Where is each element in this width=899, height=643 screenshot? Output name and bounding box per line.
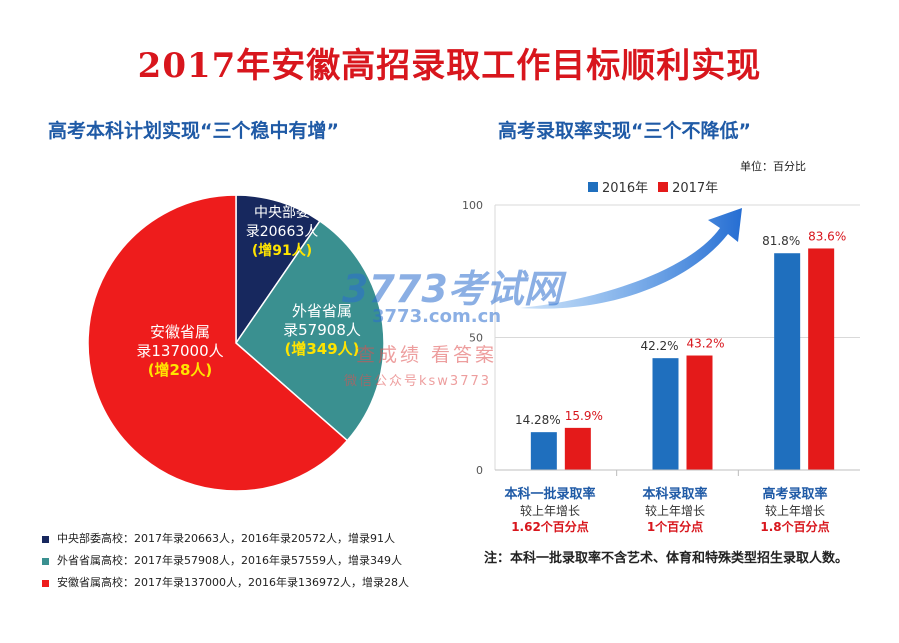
bar-value-label: 43.2% [686, 337, 724, 351]
pie-legend-item: 中央部委高校：2017年录20663人，2016年录20572人，增录91人 [42, 528, 409, 550]
pie-legend-item: 外省省属高校：2017年录57908人，2016年录57559人，增录349人 [42, 550, 409, 572]
legend-swatch-other [42, 557, 49, 565]
bar-chart: 0 50 100 14.28% 15.9% 42.2% 43.2% 81.8% 83.6% [462, 199, 860, 477]
legend-swatch-2016 [588, 181, 598, 192]
pie-slice-anhui [87, 194, 349, 492]
y-tick-label: 0 [476, 464, 483, 477]
pie-legend-item: 安徽省属高校：2017年录137000人，2016年录136972人，增录28人 [42, 572, 409, 594]
pie-label-anhui-line2: 录137000人 [136, 342, 224, 360]
pie-chart [87, 194, 385, 492]
pie-label-anhui: 安徽省属 录137000人 (增28人) [120, 323, 240, 380]
pie-legend-text: 安徽省属高校：2017年录137000人，2016年录136972人，增录28人 [57, 576, 409, 589]
watermark-line1: 查成绩 看答案 [356, 344, 498, 366]
category-desc: 较上年增长 [644, 504, 705, 518]
pie-label-central-inc: (增91人) [251, 243, 313, 259]
category-increase: 1.62个百分点 [511, 520, 589, 534]
bar-category: 高考录取率 较上年增长 1.8个百分点 [720, 487, 870, 535]
footnote: 注：本科一批录取率不含艺术、体育和特殊类型招生录取人数。 [484, 551, 849, 566]
pie-label-anhui-inc: (增28人) [147, 361, 213, 379]
bar-category: 本科一批录取率 较上年增长 1.62个百分点 [475, 487, 625, 535]
legend-swatch-anhui [42, 579, 49, 587]
bar-2017 [564, 427, 591, 470]
category-increase: 1.8个百分点 [760, 520, 830, 534]
bar-2016 [774, 253, 801, 470]
pie-label-central: 中央部委 录20663人 (增91人) [237, 204, 327, 261]
pie-slice-central [235, 194, 321, 346]
bar-2017 [686, 355, 713, 470]
bar-2016 [652, 358, 679, 470]
bar-value-label: 83.6% [808, 229, 846, 243]
bar-legend: 2016年 2017年 [588, 177, 718, 196]
watermark-brand: 3773考试网 [342, 267, 562, 311]
pie-legend-text: 中央部委高校：2017年录20663人，2016年录20572人，增录91人 [57, 532, 395, 545]
bar-category: 本科录取率 较上年增长 1个百分点 [600, 487, 750, 535]
unit-label: 单位：百分比 [740, 160, 806, 173]
pie-label-other-inc: (增349人) [284, 340, 360, 358]
page-title: 2017年安徽高招录取工作目标顺利实现 [137, 46, 762, 86]
y-tick-label: 100 [462, 199, 483, 212]
y-tick-label: 50 [469, 332, 483, 345]
legend-swatch-2017 [658, 181, 669, 192]
pie-label-other-line2: 录57908人 [283, 321, 361, 339]
pie-legend: 中央部委高校：2017年录20663人，2016年录20572人，增录91人 外… [42, 528, 409, 594]
category-name: 本科录取率 [642, 487, 708, 502]
watermark-url: 3773.com.cn [372, 306, 502, 327]
category-desc: 较上年增长 [764, 504, 825, 518]
category-desc: 较上年增长 [519, 504, 580, 518]
pie-label-central-line2: 录20663人 [245, 224, 319, 240]
bar-2016 [530, 432, 557, 470]
pie-legend-text: 外省省属高校：2017年录57908人，2016年录57559人，增录349人 [57, 554, 402, 567]
pie-label-anhui-line1: 安徽省属 [149, 323, 210, 341]
pie-subtitle: 高考本科计划实现“三个稳中有增” [48, 120, 339, 142]
bar-value-label: 42.2% [640, 339, 678, 353]
bar-value-label: 15.9% [565, 409, 603, 423]
bar-subtitle: 高考录取率实现“三个不降低” [498, 120, 751, 142]
bar-2017 [808, 248, 835, 470]
category-increase: 1个百分点 [646, 520, 704, 534]
bar-value-label: 14.28% [515, 413, 561, 427]
pie-label-other-line1: 外省省属 [291, 302, 352, 320]
legend-label-2017: 2017年 [672, 181, 719, 196]
bar-value-label: 81.8% [762, 234, 800, 248]
pie-label-central-line1: 中央部委 [254, 205, 310, 221]
watermark-line2: 微信公众号ksw3773 [344, 374, 492, 389]
pie-slice-other [235, 219, 385, 442]
category-name: 高考录取率 [762, 487, 828, 502]
pie-label-other: 外省省属 录57908人 (增349人) [272, 302, 372, 359]
legend-label-2016: 2016年 [602, 181, 649, 196]
legend-swatch-central [42, 535, 49, 543]
growth-arrow [520, 208, 742, 309]
category-name: 本科一批录取率 [504, 487, 596, 502]
